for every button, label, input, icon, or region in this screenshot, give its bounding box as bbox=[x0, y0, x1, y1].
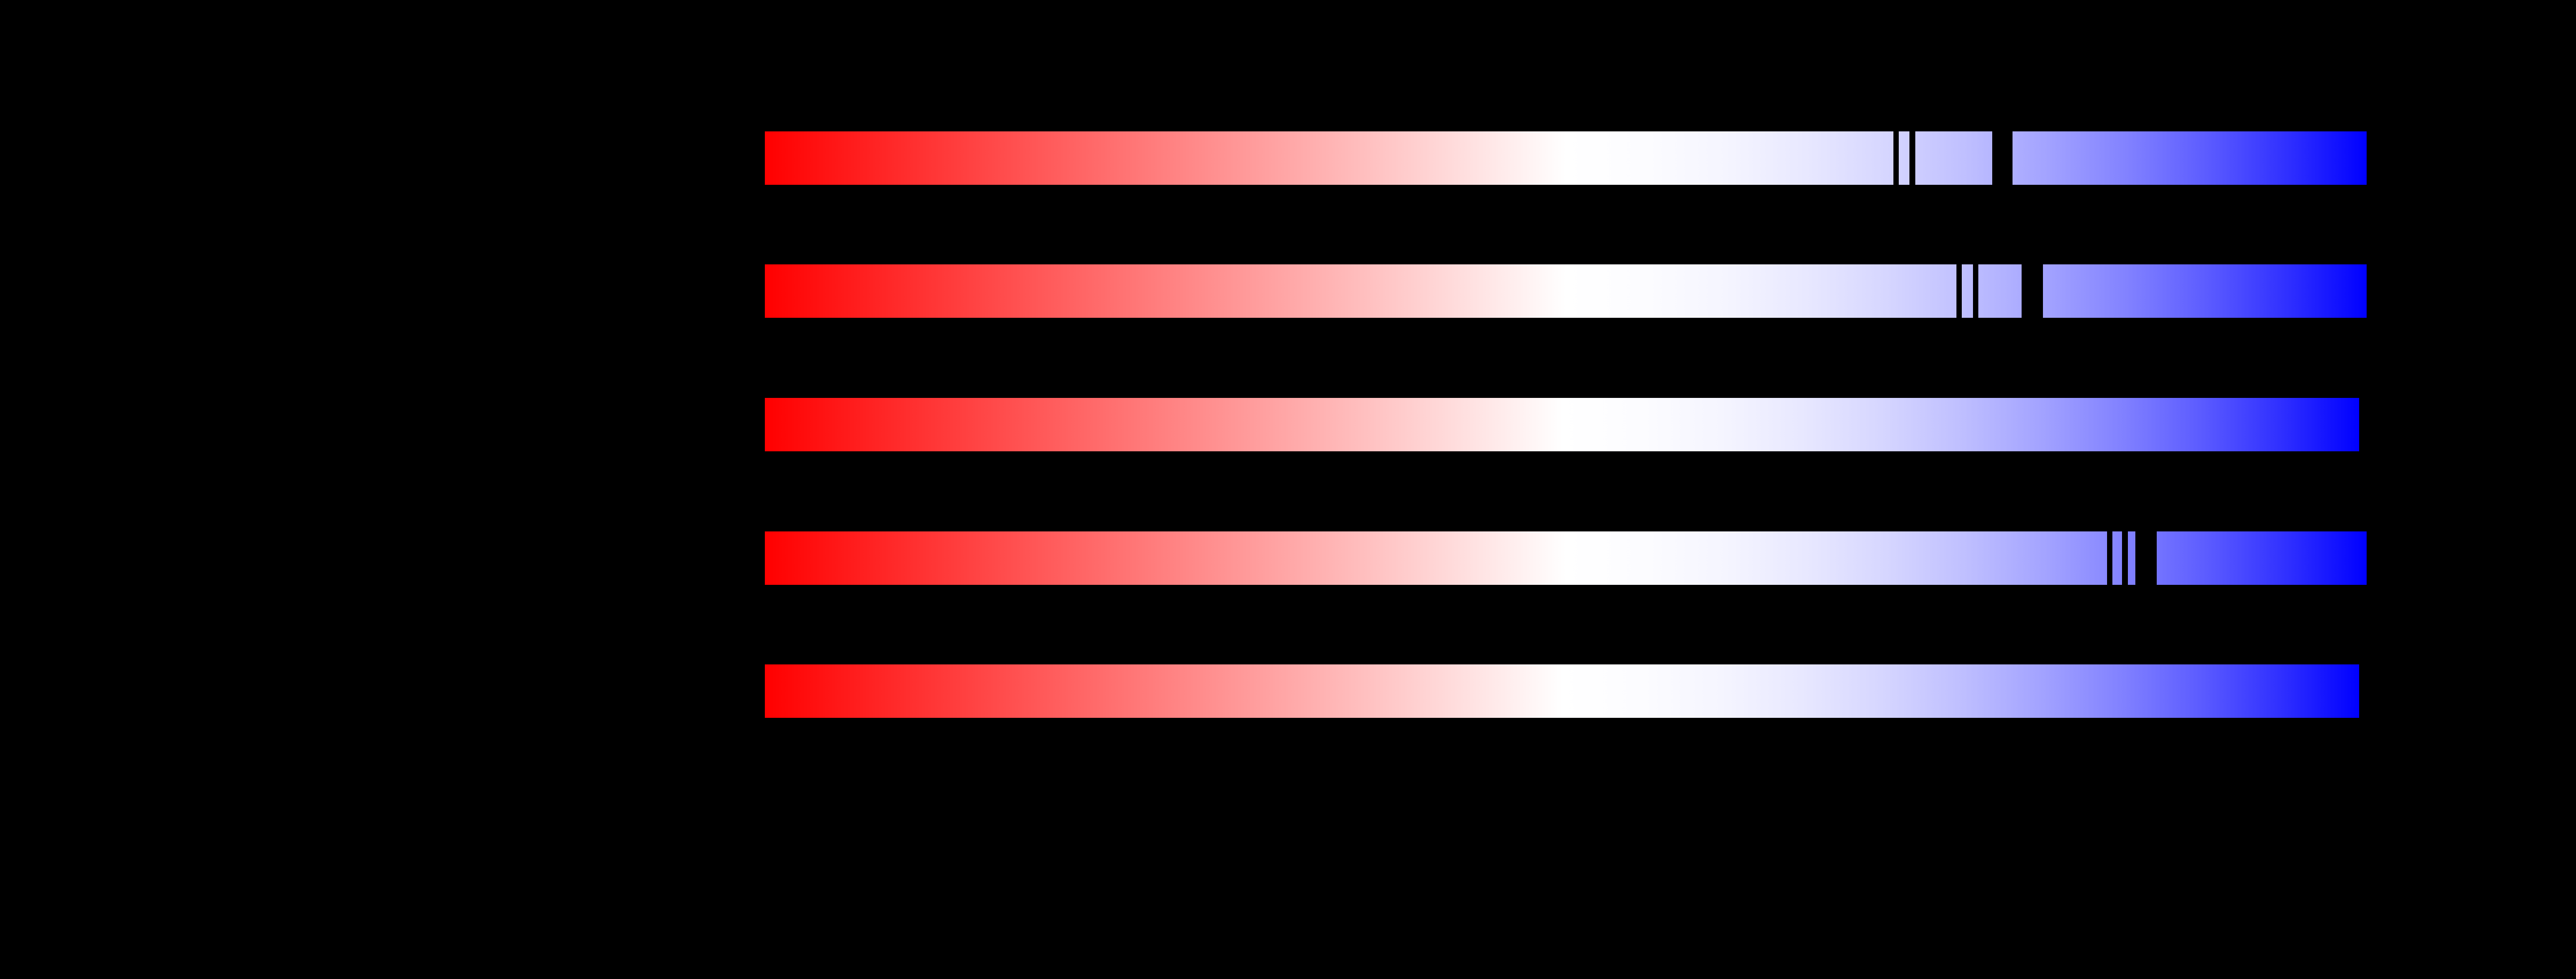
tick-mark bbox=[1992, 131, 2013, 185]
tick-mark bbox=[1973, 264, 1978, 318]
gradient-bar bbox=[765, 398, 2359, 451]
tick-mark bbox=[1909, 131, 1915, 185]
gradient-bar bbox=[765, 131, 2367, 185]
gradient-bar bbox=[765, 264, 2367, 318]
tick-mark bbox=[2122, 531, 2128, 585]
gradient-bar bbox=[765, 531, 2367, 585]
tick-mark bbox=[1893, 131, 1899, 185]
gradient-bar bbox=[765, 664, 2359, 718]
tick-mark bbox=[2135, 531, 2157, 585]
tick-mark bbox=[1956, 264, 1962, 318]
tick-mark bbox=[2022, 264, 2043, 318]
tick-mark bbox=[2107, 531, 2112, 585]
